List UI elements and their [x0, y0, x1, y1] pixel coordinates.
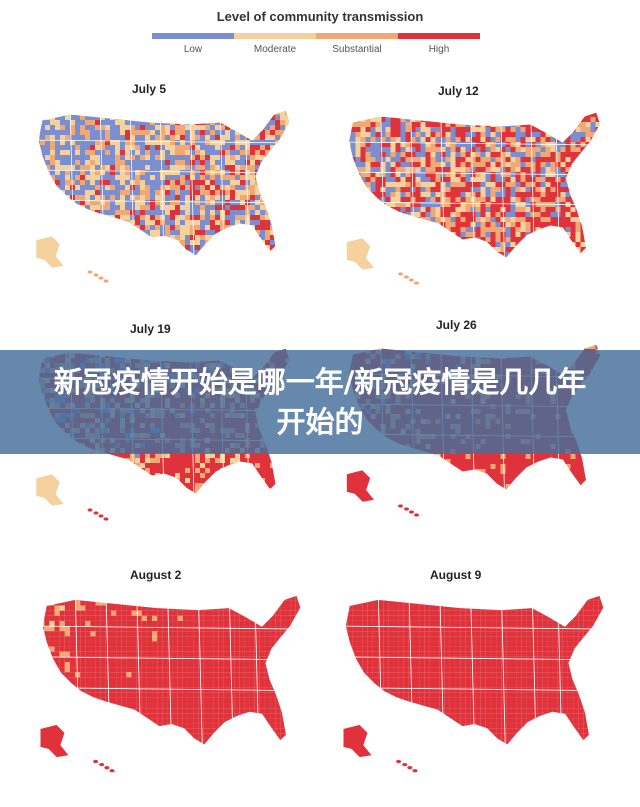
panel-title-july-26: July 26 — [436, 318, 477, 332]
legend-label-substantial: Substantial — [332, 44, 382, 55]
panel-title-july-5: July 5 — [132, 82, 167, 96]
banner-title: 新冠疫情开始是哪一年/新冠疫情是几几年开始的 — [53, 365, 587, 439]
panel-title-august-2: August 2 — [130, 568, 182, 582]
legend-label-moderate: Moderate — [253, 44, 297, 55]
us-county-map-august-2 — [39, 594, 302, 773]
title-banner: 新冠疫情开始是哪一年/新冠疫情是几几年开始的 — [0, 350, 640, 454]
legend-swatch-substantial — [316, 33, 398, 39]
us-county-map-july-5 — [35, 109, 291, 283]
legend-swatch-low — [152, 33, 234, 39]
panel-title-july-12: July 12 — [438, 84, 479, 98]
panel-title-july-19: July 19 — [130, 322, 171, 336]
panel-title-august-9: August 9 — [430, 568, 482, 582]
legend-swatch-high — [398, 33, 480, 39]
us-county-map-august-9 — [342, 594, 605, 773]
legend-title: Level of community transmission — [216, 9, 424, 24]
legend-swatch-moderate — [234, 33, 316, 39]
legend-label-high: High — [428, 44, 450, 55]
legend-label-low: Low — [183, 44, 203, 55]
us-county-map-july-12 — [346, 111, 602, 285]
